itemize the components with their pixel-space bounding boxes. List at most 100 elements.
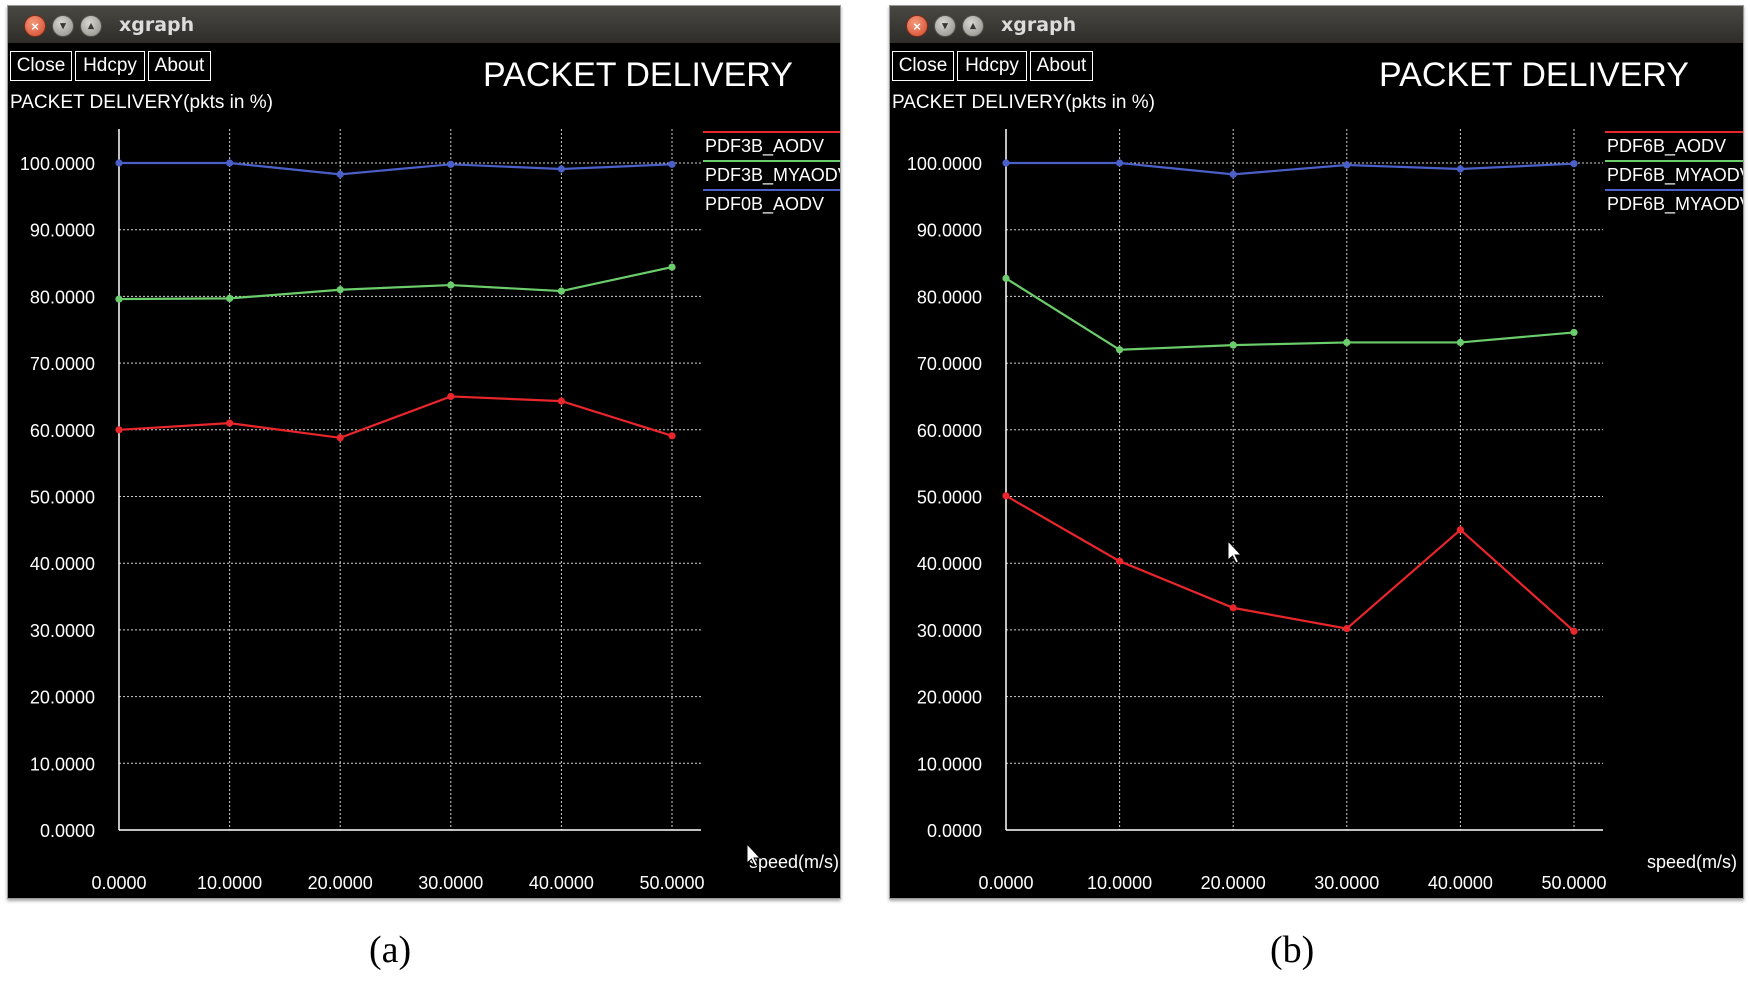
window-title: xgraph [119,14,195,36]
data-point [1116,159,1124,167]
data-point [1343,338,1351,347]
data-point [226,419,234,427]
x-axis-label: speed(m/s) [1647,852,1737,872]
y-tick-label: 80.0000 [917,287,982,307]
data-point [226,159,234,167]
minimize-window-icon[interactable]: ▾ [52,15,74,37]
y-axis-label: PACKET DELIVERY(pkts in %) [10,92,273,113]
x-tick-label: 40.0000 [529,873,594,893]
data-point [336,434,344,442]
y-tick-label: 100.0000 [20,154,95,174]
data-point [1570,328,1578,337]
data-point [336,170,344,178]
y-tick-label: 50.0000 [30,488,95,508]
line-chart-b: 0.0000 10.0000 20.0000 30.0000 40.0000 50.000… [907,129,1743,893]
minimize-window-icon[interactable]: ▾ [934,15,956,37]
data-point [226,294,234,303]
data-point [668,160,676,168]
series-line [118,395,673,439]
data-point [447,281,455,289]
y-tick-label: 100.0000 [907,154,982,174]
series-2 [1002,274,1578,354]
data-point [1343,624,1351,633]
data-point [557,287,566,295]
y-tick-label: 50.0000 [917,488,982,508]
data-point [1002,159,1010,167]
y-tick-label: 0.0000 [40,821,95,841]
data-point [1116,557,1124,565]
mouse-pointer-icon [1227,539,1243,564]
caption-a: (a) [369,929,412,971]
legend-label: PDF6B_AODV [1607,136,1726,157]
x-tick-label: 20.0000 [1201,873,1266,893]
data-point [115,426,123,434]
x-tick-label: 40.0000 [1428,873,1493,893]
legend-label: PDF0B_AODV [705,194,824,215]
data-point [1002,274,1010,282]
hdcpy-button[interactable]: Hdcpy [75,51,145,81]
y-tick-label: 40.0000 [917,554,982,574]
series-line [1005,277,1575,351]
data-point [1456,526,1464,534]
legend-label: PDF6B_MYAODV [1607,194,1743,215]
about-button[interactable]: About [148,51,211,81]
series-2 [115,263,676,303]
series-line [119,161,673,176]
data-point [115,159,123,167]
maximize-window-icon[interactable]: ▴ [80,15,102,37]
legend-label: PDF3B_AODV [705,136,824,157]
y-tick-label: 30.0000 [917,621,982,641]
close-button[interactable]: Close [10,51,72,81]
series-line [1005,494,1575,633]
data-point [1229,170,1237,178]
data-point [1456,338,1464,347]
y-tick-label: 60.0000 [917,421,982,441]
data-point [557,165,566,173]
data-point [668,263,676,271]
data-point [1343,161,1351,169]
x-tick-label: 30.0000 [418,873,483,893]
xgraph-window-a: × ▾ ▴ xgraph Close Hdcpy About PACKET DE… [7,5,841,899]
y-tick-label: 10.0000 [30,754,95,774]
close-window-icon[interactable]: × [24,15,46,37]
y-tick-label: 60.0000 [30,421,95,441]
grid [119,129,701,830]
xgraph-window-b: × ▾ ▴ xgraph Close Hdcpy About PACKET DE… [889,5,1744,899]
x-axis-label: speed(m/s) [749,852,839,872]
mouse-pointer-icon [746,842,762,867]
legend-label: PDF6B_MYAODV [1607,165,1743,186]
series-line [118,265,673,301]
window-titlebar[interactable]: × ▾ ▴ xgraph [890,6,1743,43]
x-tick-label: 0.0000 [978,873,1033,893]
y-tick-label: 70.0000 [917,354,982,374]
window-titlebar[interactable]: × ▾ ▴ xgraph [8,6,840,43]
close-button[interactable]: Close [892,51,954,81]
about-button[interactable]: About [1030,51,1093,81]
series-3 [115,159,676,178]
caption-b: (b) [1270,929,1315,971]
y-tick-label: 70.0000 [30,354,95,374]
plot-title: PACKET DELIVERY [483,56,793,94]
maximize-window-icon[interactable]: ▴ [962,15,984,37]
y-axis-label: PACKET DELIVERY(pkts in %) [892,92,1155,113]
data-point [1456,165,1464,173]
data-point [668,432,676,440]
data-point [1570,160,1578,168]
close-window-icon[interactable]: × [906,15,928,37]
series-1 [115,392,676,442]
data-point [557,397,566,405]
window-title: xgraph [1001,14,1077,36]
x-tick-label: 50.0000 [1541,873,1606,893]
data-point [336,286,344,294]
x-tick-label: 0.0000 [91,873,146,893]
y-tick-label: 10.0000 [917,754,982,774]
hdcpy-button[interactable]: Hdcpy [957,51,1027,81]
data-point [1570,627,1578,635]
data-point [1002,492,1010,500]
line-chart-a: 0.0000 10.0000 20.0000 30.0000 40.0000 50.000… [20,129,840,893]
y-tick-label: 0.0000 [927,821,982,841]
x-tick-label: 10.0000 [1087,873,1152,893]
data-point [447,160,455,168]
grid [1006,129,1603,830]
data-point [447,392,455,401]
